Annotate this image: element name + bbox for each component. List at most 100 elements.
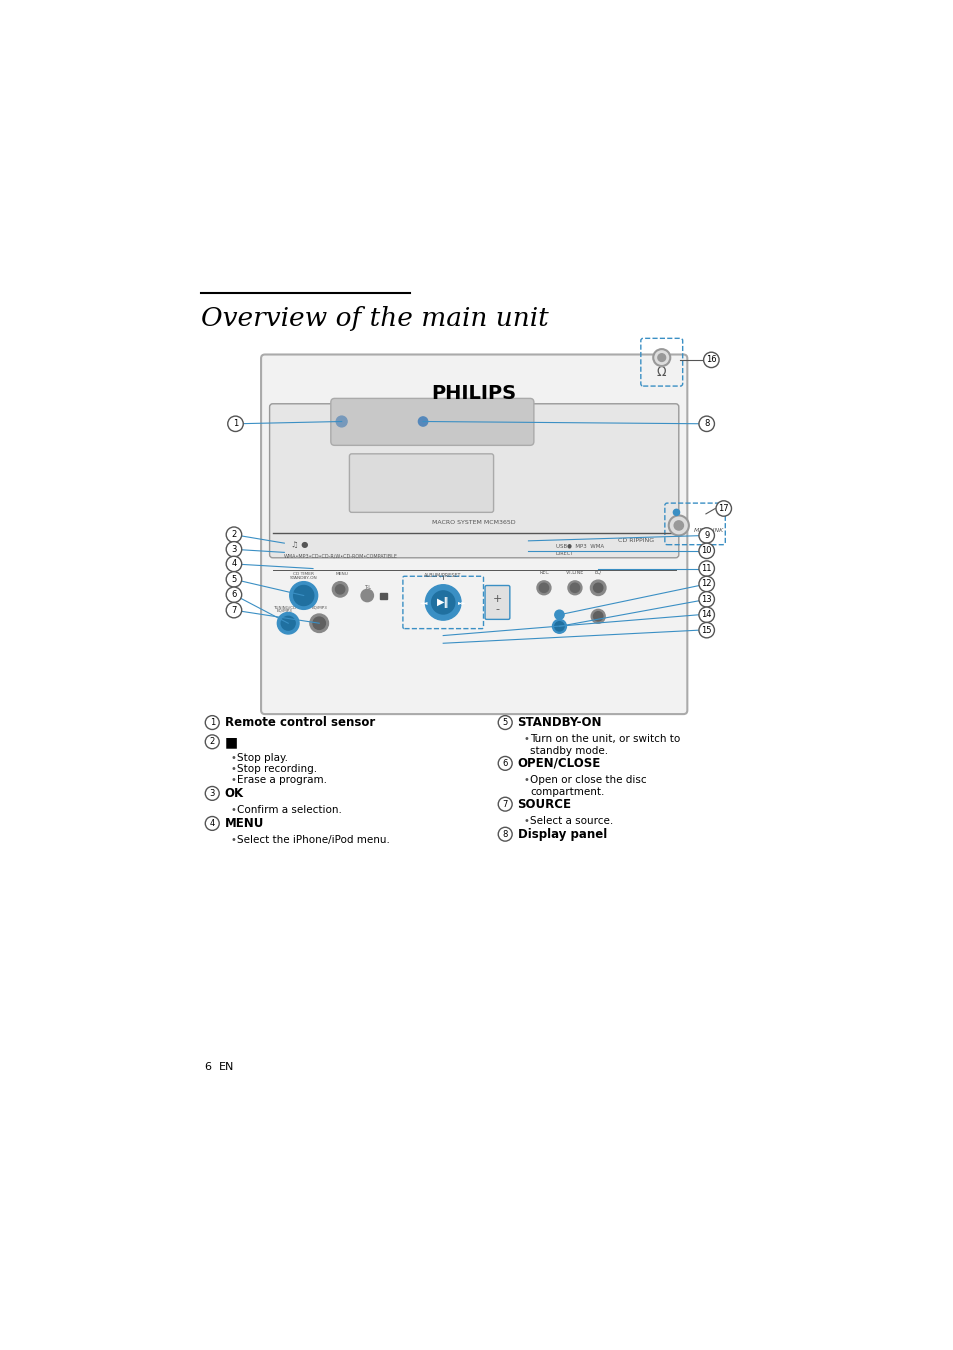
Text: Display panel: Display panel (517, 828, 606, 841)
Text: Stop recording.: Stop recording. (236, 764, 316, 774)
Text: WMA•MP3•CD•CD-R/W•CD-ROM•COMPATIBLE: WMA•MP3•CD•CD-R/W•CD-ROM•COMPATIBLE (284, 554, 398, 559)
FancyBboxPatch shape (261, 355, 686, 714)
Text: •: • (230, 775, 235, 784)
Text: SOURCE: SOURCE (517, 798, 571, 811)
Text: ►►: ►► (457, 599, 466, 605)
Circle shape (567, 580, 581, 595)
Circle shape (497, 828, 512, 841)
Bar (380, 593, 386, 599)
Circle shape (226, 571, 241, 587)
Text: 14: 14 (700, 610, 711, 620)
Text: OPEN/CLOSE: OPEN/CLOSE (517, 757, 600, 769)
Circle shape (497, 756, 512, 771)
Text: Open or close the disc
compartment.: Open or close the disc compartment. (530, 775, 646, 796)
Circle shape (699, 528, 714, 543)
Text: MACRO SYSTEM MCM365D: MACRO SYSTEM MCM365D (432, 520, 516, 525)
Circle shape (290, 582, 317, 609)
Text: CD TIMER: CD TIMER (293, 572, 314, 576)
Text: ◄◄: ◄◄ (420, 599, 429, 605)
Text: 6: 6 (502, 759, 507, 768)
Circle shape (593, 583, 602, 593)
Circle shape (570, 583, 579, 593)
Circle shape (668, 516, 688, 536)
Text: 3: 3 (210, 788, 214, 798)
Text: 17: 17 (718, 504, 728, 513)
Circle shape (716, 501, 731, 516)
Text: -: - (495, 603, 499, 614)
Circle shape (552, 620, 566, 633)
Circle shape (537, 580, 550, 595)
Text: 13: 13 (700, 595, 711, 603)
Text: 9: 9 (703, 531, 709, 540)
Circle shape (277, 613, 298, 634)
Text: •: • (230, 764, 235, 774)
Text: 8: 8 (703, 420, 709, 428)
Text: 3: 3 (231, 545, 236, 554)
Text: 5: 5 (231, 575, 236, 583)
Text: Erase a program.: Erase a program. (236, 775, 327, 784)
Circle shape (555, 610, 563, 620)
Circle shape (431, 591, 455, 614)
Text: •: • (522, 734, 528, 744)
Circle shape (418, 417, 427, 427)
Circle shape (699, 576, 714, 591)
Text: ALBUM/PRESET: ALBUM/PRESET (424, 572, 461, 578)
Circle shape (226, 526, 241, 543)
Text: MP3 LINK: MP3 LINK (694, 528, 722, 532)
Text: MENU: MENU (224, 817, 264, 830)
Text: Ω: Ω (657, 366, 666, 379)
Text: STANDBY-ON: STANDBY-ON (290, 576, 317, 579)
FancyBboxPatch shape (331, 398, 534, 446)
Circle shape (703, 352, 719, 367)
Circle shape (674, 521, 682, 531)
Text: 4: 4 (210, 819, 214, 828)
Circle shape (205, 817, 219, 830)
Text: TUNING/CD: TUNING/CD (273, 606, 295, 610)
Text: EQ: EQ (594, 570, 601, 575)
Text: 7: 7 (502, 799, 507, 809)
Text: 6: 6 (204, 1061, 212, 1072)
Circle shape (335, 585, 344, 594)
Text: 6: 6 (231, 590, 236, 599)
Text: 4: 4 (231, 559, 236, 568)
Circle shape (673, 509, 679, 516)
Text: Select a source.: Select a source. (530, 815, 613, 826)
Text: ▶‖: ▶‖ (436, 597, 449, 608)
Circle shape (294, 586, 314, 606)
Circle shape (425, 585, 460, 620)
Text: ■: ■ (224, 734, 237, 749)
Text: 1: 1 (233, 420, 238, 428)
Circle shape (497, 798, 512, 811)
Circle shape (313, 617, 325, 629)
Text: MENU: MENU (335, 572, 348, 576)
Text: 11: 11 (700, 564, 711, 572)
Text: 12: 12 (700, 579, 711, 589)
Circle shape (228, 416, 243, 432)
Circle shape (653, 350, 670, 366)
Circle shape (226, 587, 241, 602)
Text: USB●  MP3  WMA: USB● MP3 WMA (555, 543, 603, 548)
Text: EQ/MP3: EQ/MP3 (276, 609, 292, 613)
FancyBboxPatch shape (270, 404, 679, 558)
Circle shape (226, 556, 241, 571)
Text: 16: 16 (705, 355, 716, 364)
Text: •: • (230, 805, 235, 815)
Circle shape (555, 622, 563, 630)
Text: CD RIPPING: CD RIPPING (618, 537, 654, 543)
Circle shape (699, 543, 714, 559)
Circle shape (360, 590, 373, 602)
Text: •: • (230, 836, 235, 845)
Text: 5: 5 (502, 718, 507, 728)
Circle shape (658, 354, 665, 362)
Circle shape (590, 580, 605, 595)
Circle shape (699, 622, 714, 637)
Text: +: + (493, 594, 501, 603)
Text: Select the iPhone/iPod menu.: Select the iPhone/iPod menu. (236, 836, 390, 845)
Text: DIRECT: DIRECT (555, 551, 573, 556)
Circle shape (281, 617, 294, 630)
Text: •: • (522, 775, 528, 784)
Circle shape (205, 734, 219, 749)
Circle shape (699, 560, 714, 576)
Circle shape (205, 787, 219, 801)
Circle shape (591, 609, 604, 624)
